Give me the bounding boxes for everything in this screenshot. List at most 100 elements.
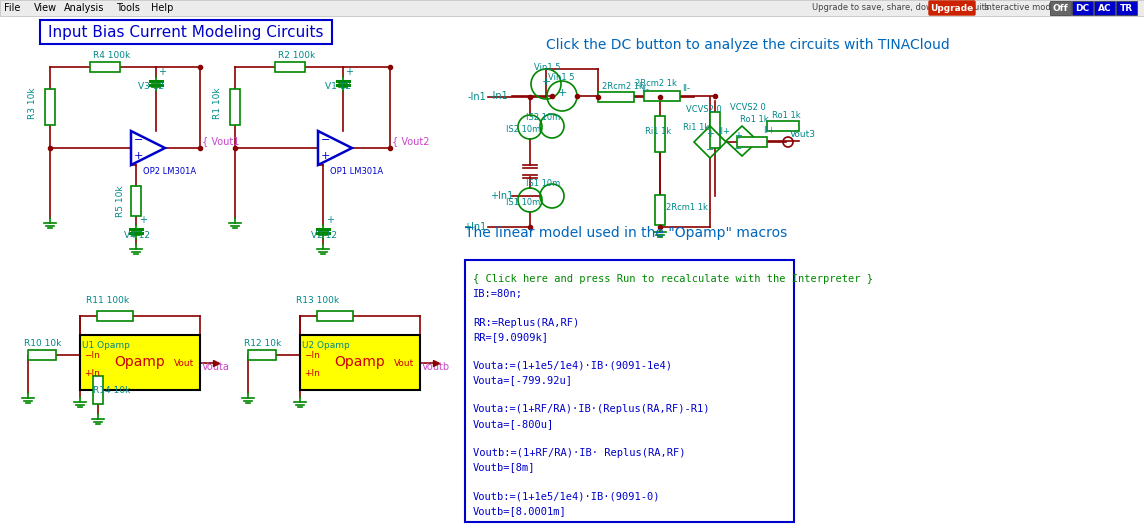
Text: Voutb:=(1+1e5/1e4)·IB·(9091-0): Voutb:=(1+1e5/1e4)·IB·(9091-0): [472, 492, 660, 502]
Text: V1 12: V1 12: [325, 82, 351, 91]
Bar: [1072, 1, 1093, 15]
Text: +: +: [140, 215, 146, 225]
Text: +: +: [321, 151, 331, 161]
Text: Voutb:=(1+RF/RA)·IB· Replus(RA,RF): Voutb:=(1+RF/RA)·IB· Replus(RA,RF): [472, 448, 685, 458]
Text: II-: II-: [682, 84, 690, 93]
Text: TR: TR: [1120, 4, 1133, 13]
Text: −: −: [734, 144, 742, 154]
Text: Click the DC button to analyze the circuits with TINACloud: Click the DC button to analyze the circu…: [546, 38, 950, 52]
Text: +: +: [734, 131, 742, 141]
Text: Vin1 5: Vin1 5: [534, 63, 561, 72]
Text: −In: −In: [84, 351, 100, 360]
Text: R13 100k: R13 100k: [296, 296, 339, 305]
Text: −In: −In: [304, 351, 320, 360]
Text: R4 100k: R4 100k: [93, 51, 130, 60]
Text: V3 12: V3 12: [138, 82, 164, 91]
Text: The linear model used in the "Opamp" macros: The linear model used in the "Opamp" mac…: [464, 226, 787, 240]
Text: { Vout2: { Vout2: [392, 136, 429, 146]
Text: +: +: [541, 77, 550, 87]
Text: +: +: [134, 151, 143, 161]
Text: R3 10k: R3 10k: [27, 87, 37, 119]
Text: Vouta:=(1+RF/RA)·IB·(Replus(RA,RF)-R1): Vouta:=(1+RF/RA)·IB·(Replus(RA,RF)-R1): [472, 404, 710, 414]
Bar: [97, 311, 133, 321]
Bar: [1050, 1, 1071, 15]
Text: VCVS2 0: VCVS2 0: [730, 103, 765, 112]
Text: Ro1 1k: Ro1 1k: [740, 115, 769, 124]
Text: IS2 10m: IS2 10m: [506, 125, 540, 134]
Text: -In1: -In1: [467, 92, 486, 102]
Text: II-: II-: [641, 85, 649, 94]
Text: −: −: [321, 135, 331, 145]
Text: AC: AC: [1098, 4, 1111, 13]
Text: VCVS2 0: VCVS2 0: [686, 105, 722, 114]
Text: −: −: [706, 145, 714, 155]
Text: +In1: +In1: [463, 222, 486, 232]
Text: IS1 10m: IS1 10m: [506, 198, 540, 207]
Bar: [598, 92, 634, 102]
Text: Ri1 1k: Ri1 1k: [683, 123, 709, 132]
Bar: [1094, 1, 1115, 15]
Text: Interactive mode: Interactive mode: [984, 4, 1056, 12]
FancyBboxPatch shape: [40, 20, 332, 44]
Text: Vouta: Vouta: [202, 362, 230, 372]
Text: Vout3: Vout3: [791, 130, 816, 139]
Text: OP2 LM301A: OP2 LM301A: [143, 167, 196, 176]
Text: V4 12: V4 12: [124, 231, 150, 240]
Text: OP1 LM301A: OP1 LM301A: [329, 167, 383, 176]
Bar: [27, 350, 56, 360]
Text: Vin1 5: Vin1 5: [548, 73, 574, 82]
Bar: [737, 137, 766, 147]
Text: R5 10k: R5 10k: [116, 185, 125, 217]
Bar: [275, 62, 305, 72]
Text: { Vout1: { Vout1: [202, 136, 239, 146]
Text: 2Rcm1 1k: 2Rcm1 1k: [666, 203, 708, 212]
Text: File: File: [3, 3, 21, 13]
Bar: [656, 195, 665, 225]
Text: Opamp: Opamp: [114, 355, 166, 369]
Text: U2 Opamp: U2 Opamp: [302, 341, 350, 350]
Text: IS1 10m: IS1 10m: [526, 179, 561, 188]
Text: Voutb=[8.0001m]: Voutb=[8.0001m]: [472, 506, 566, 516]
Text: Voutb=[8m]: Voutb=[8m]: [472, 462, 535, 472]
Bar: [248, 350, 276, 360]
Text: 2Rcm2 1k: 2Rcm2 1k: [635, 79, 677, 88]
Text: Analysis: Analysis: [64, 3, 104, 13]
Text: −: −: [134, 135, 143, 145]
Text: Input Bias Current Modeling Circuits: Input Bias Current Modeling Circuits: [48, 26, 324, 40]
Bar: [93, 376, 103, 404]
Text: RR=[9.0909k]: RR=[9.0909k]: [472, 332, 548, 342]
Bar: [766, 121, 799, 131]
Text: Ri1 1k: Ri1 1k: [645, 127, 672, 136]
Bar: [45, 89, 55, 125]
Text: Vouta:=(1+1e5/1e4)·IB·(9091-1e4): Vouta:=(1+1e5/1e4)·IB·(9091-1e4): [472, 361, 673, 371]
Text: RR:=Replus(RA,RF): RR:=Replus(RA,RF): [472, 318, 579, 328]
Text: DC: DC: [1075, 4, 1089, 13]
Text: R11 100k: R11 100k: [86, 296, 129, 305]
Text: II+: II+: [763, 126, 774, 135]
Text: +: +: [557, 88, 566, 98]
Bar: [90, 62, 120, 72]
Text: +: +: [158, 67, 166, 77]
Text: R1 10k: R1 10k: [213, 87, 222, 119]
Text: Upgrade: Upgrade: [930, 4, 974, 13]
Bar: [656, 116, 665, 152]
Text: +: +: [706, 129, 714, 139]
Text: +In: +In: [84, 369, 100, 378]
Text: R10 10k: R10 10k: [24, 339, 62, 348]
Text: +: +: [326, 215, 334, 225]
Text: II+: II+: [718, 127, 730, 136]
Text: Vout: Vout: [394, 359, 414, 368]
Text: IS2 10m: IS2 10m: [526, 113, 561, 122]
Text: U1 Opamp: U1 Opamp: [82, 341, 130, 350]
Text: Voutb: Voutb: [422, 362, 450, 372]
Bar: [644, 91, 680, 101]
Text: Ro1 1k: Ro1 1k: [772, 111, 801, 120]
Bar: [317, 311, 353, 321]
Text: Tools: Tools: [116, 3, 140, 13]
Bar: [80, 335, 200, 390]
Text: 2Rcm2 1k: 2Rcm2 1k: [602, 82, 644, 91]
Bar: [710, 112, 720, 148]
Text: Upgrade to save, share, download circuits: Upgrade to save, share, download circuit…: [812, 4, 990, 12]
Text: Opamp: Opamp: [335, 355, 386, 369]
Text: IB:=80n;: IB:=80n;: [472, 288, 523, 298]
